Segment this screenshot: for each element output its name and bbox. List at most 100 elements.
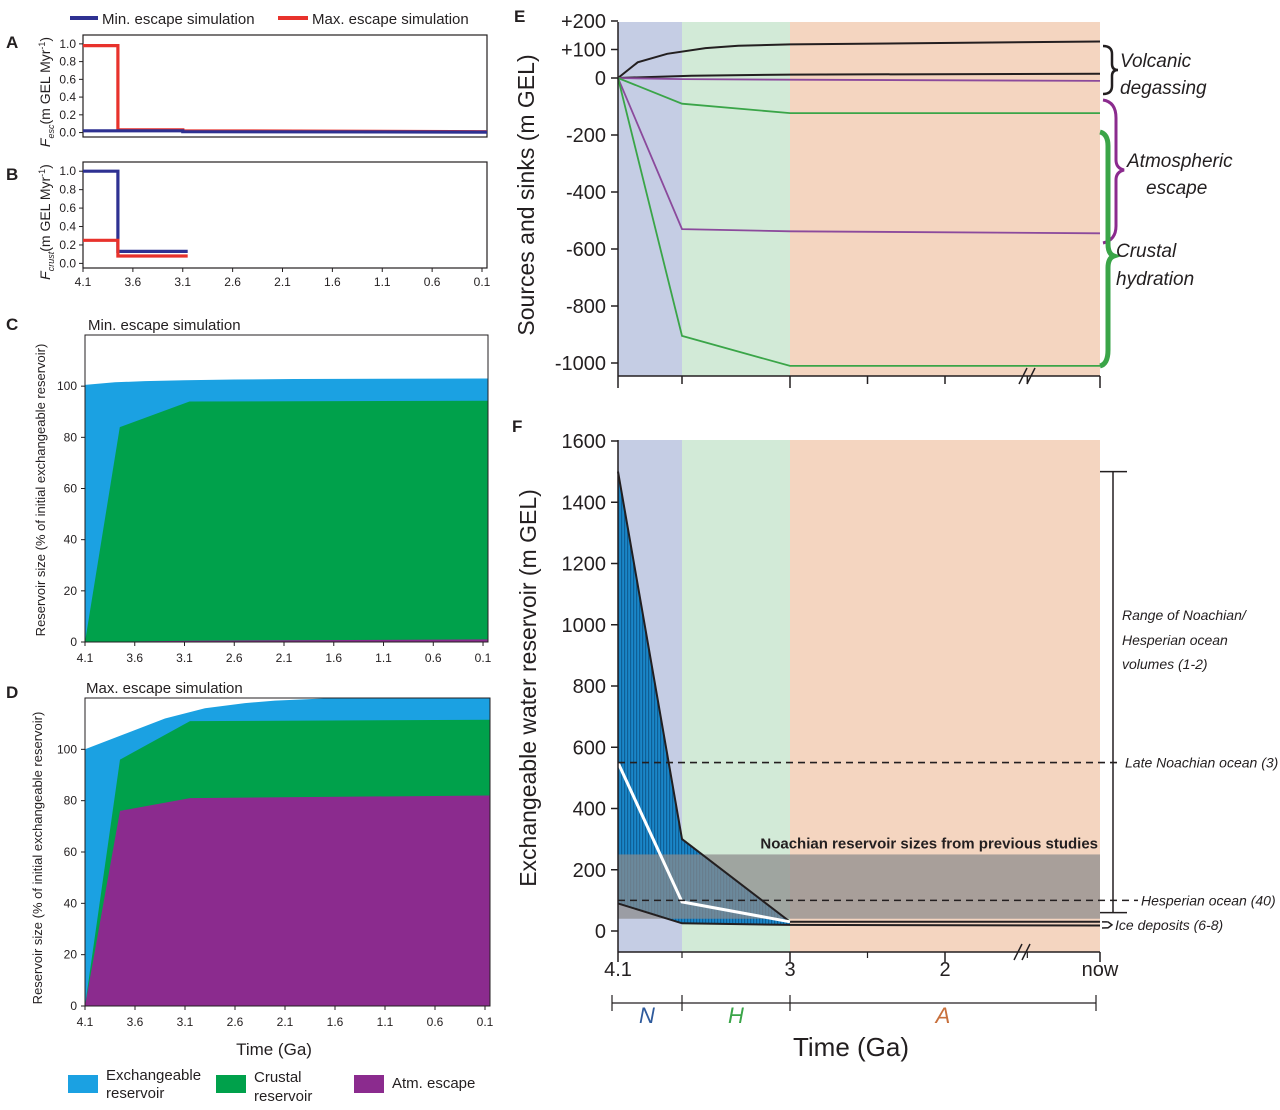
ytick-label-2: 0 — [595, 68, 606, 90]
legend-exchangeable-label-2: reservoir — [106, 1085, 164, 1102]
ytick-label-5: -600 — [566, 239, 606, 261]
panel-d-xlabel: Time (Ga) — [236, 1040, 312, 1059]
panel-e-label: E — [514, 7, 525, 26]
panel-d-chart: Max. escape simulation 0 20 40 60 80 100 4.1 3… — [30, 680, 494, 1059]
ytick-label-0: 0.0 — [59, 126, 76, 140]
legend-top: Min. escape simulation Max. escape simul… — [70, 11, 469, 28]
ytick-label-0: 0 — [70, 999, 77, 1013]
panel-d-ylabel: Reservoir size (% of initial exchangeabl… — [30, 712, 45, 1005]
ytick-label-7: -1000 — [555, 353, 606, 375]
era-label-a: A — [934, 1003, 951, 1028]
hesperian-label: Hesperian ocean (40) — [1141, 892, 1276, 908]
panel-a-chart: 0.0 0.2 0.4 0.6 0.8 1.0 Fesc(m GEL Myr-1) — [37, 34, 488, 147]
xtick-label-6: 1.1 — [374, 275, 391, 289]
xtick-label-3: 2.6 — [226, 651, 243, 665]
ytick-label-3: 0.6 — [59, 72, 76, 86]
range-label-1: Range of Noachian/ — [1122, 607, 1248, 623]
xtick-label-3: 2.6 — [224, 275, 241, 289]
xtick-label-5: 1.6 — [324, 275, 341, 289]
panel-c-label: C — [6, 315, 18, 334]
area-2 — [85, 639, 488, 642]
panel-b-chart: 0.0 0.2 0.4 0.6 0.8 1.0 4.1 3.6 3.1 2.6 2.1 1.6 1.1… — [37, 161, 491, 289]
panel-a-series — [83, 43, 488, 134]
ytick-label-0: 0.0 — [59, 256, 76, 270]
legend-atm-label: Atm. escape — [392, 1075, 475, 1092]
xtick-label-1: 3.6 — [126, 651, 143, 665]
xtick-label-0: 4.1 — [77, 651, 94, 665]
series-line-3 — [617, 77, 1101, 235]
ytick-label-5: 100 — [57, 379, 77, 393]
ytick-label-4: -400 — [566, 182, 606, 204]
xtick-label-7: 0.6 — [427, 1015, 444, 1029]
panel-e-chart: +200 +100 0 -200 -400 -600 -800 -1000 Sources a… — [513, 11, 1233, 388]
ytick-label-1: 0.2 — [59, 108, 76, 122]
area-1 — [85, 400, 488, 642]
panel-d-areas — [85, 698, 490, 1006]
panel-f-range-fill — [618, 471, 790, 925]
xtick-label-3: now — [1082, 959, 1119, 981]
panel-c-chart: Min. escape simulation 0 20 40 60 80 100 4.1 3… — [33, 317, 492, 665]
xtick-label-4: 2.1 — [277, 1015, 294, 1029]
prev-studies-label: Noachian reservoir sizes from previous s… — [760, 835, 1098, 852]
legend-max-label: Max. escape simulation — [312, 11, 469, 28]
ytick-label-4: 80 — [64, 430, 78, 444]
panel-c-areas — [85, 335, 488, 642]
xtick-label-0: 4.1 — [75, 275, 92, 289]
panel-f-axis-break — [1013, 943, 1031, 961]
atm-label-2: escape — [1146, 178, 1207, 199]
ytick-label-1: 200 — [573, 860, 606, 882]
ytick-label-2: 0.4 — [59, 90, 76, 104]
xtick-label-4: 2.1 — [276, 651, 293, 665]
xtick-label-7: 0.6 — [424, 275, 441, 289]
panel-a-yticks: 0.0 0.2 0.4 0.6 0.8 1.0 — [59, 37, 83, 140]
panel-e-hesperian-band — [682, 22, 790, 376]
series-line-0 — [83, 169, 188, 253]
ytick-label-2: 40 — [64, 533, 78, 547]
panel-c-yticks: 0 20 40 60 80 100 — [57, 379, 85, 649]
panel-f-yticks: 0 200 400 600 800 1000 1200 1400 1600 — [562, 431, 619, 952]
range-label-3: volumes (1-2) — [1122, 656, 1208, 672]
ytick-label-3: 60 — [64, 482, 78, 496]
ytick-label-3: -200 — [566, 125, 606, 147]
range-label-2: Hesperian ocean — [1122, 632, 1228, 648]
panel-f-ylabel: Exchangeable water reservoir (m GEL) — [515, 489, 541, 887]
panel-c-title: Min. escape simulation — [88, 317, 241, 334]
panel-b-ylabel: Fcrust(m GEL Myr-1) — [37, 164, 56, 280]
legend-min-label: Min. escape simulation — [102, 11, 255, 28]
xtick-label-5: 1.6 — [327, 1015, 344, 1029]
era-label-n: N — [639, 1003, 655, 1028]
series-line-1 — [83, 238, 188, 258]
atm-label-1: Atmospheric — [1126, 151, 1233, 172]
xtick-label-1: 3.6 — [125, 275, 142, 289]
panel-c-ylabel: Reservoir size (% of initial exchangeabl… — [33, 344, 48, 637]
ytick-label-2: 0.4 — [59, 220, 76, 234]
ytick-label-1: 0.2 — [59, 238, 76, 252]
ytick-label-5: 100 — [57, 742, 77, 756]
xtick-label-4: 2.1 — [274, 275, 291, 289]
panel-f-label: F — [512, 417, 522, 436]
ytick-label-5: 1.0 — [59, 164, 76, 178]
ice-deposits-label: Ice deposits (6-8) — [1115, 917, 1223, 933]
ice-deposits-brace — [1101, 921, 1114, 929]
crust-label-2: hydration — [1116, 269, 1194, 290]
ytick-label-0: 0 — [595, 921, 606, 943]
crust-label-1: Crustal — [1116, 241, 1177, 262]
xtick-label-2: 3.1 — [176, 651, 193, 665]
panel-e-yticks: +200 +100 0 -200 -400 -600 -800 -1000 — [555, 11, 619, 376]
ytick-label-4: 0.8 — [59, 55, 76, 69]
ytick-label-1: +100 — [561, 40, 606, 62]
legend-atm-swatch — [354, 1075, 384, 1093]
xtick-label-0: 4.1 — [604, 959, 632, 981]
xtick-label-6: 1.1 — [377, 1015, 394, 1029]
panel-d-title: Max. escape simulation — [86, 680, 243, 697]
panel-d-xticks: 4.1 3.6 3.1 2.6 2.1 1.6 1.1 0.6 0.1 — [77, 1006, 494, 1029]
xtick-label-0: 4.1 — [77, 1015, 94, 1029]
ytick-label-6: -800 — [566, 296, 606, 318]
legend-crustal-swatch — [216, 1075, 246, 1093]
panel-c-xticks: 4.1 3.6 3.1 2.6 2.1 1.6 1.1 0.6 0.1 — [77, 642, 492, 665]
panel-b-label: B — [6, 165, 18, 184]
legend-crustal-label-2: reservoir — [254, 1088, 312, 1105]
ytick-label-3: 0.6 — [59, 201, 76, 215]
legend-exchangeable-swatch — [68, 1075, 98, 1093]
series-line-1 — [83, 129, 488, 134]
